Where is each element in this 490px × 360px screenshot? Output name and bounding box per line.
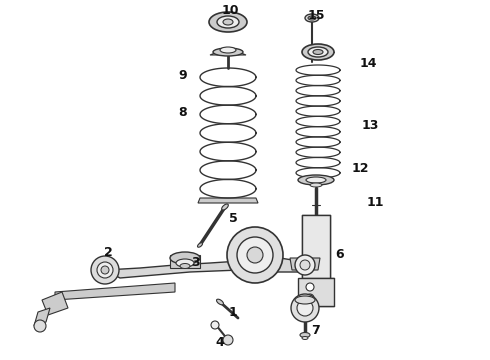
Ellipse shape [310, 183, 322, 187]
Circle shape [34, 320, 46, 332]
Text: 6: 6 [336, 248, 344, 261]
Circle shape [295, 255, 315, 275]
Text: 10: 10 [221, 4, 239, 17]
Polygon shape [34, 308, 50, 326]
Text: 7: 7 [311, 324, 319, 337]
Text: 2: 2 [103, 246, 112, 258]
Ellipse shape [305, 14, 319, 22]
Text: 5: 5 [229, 212, 237, 225]
Circle shape [291, 294, 319, 322]
Polygon shape [198, 198, 258, 203]
Ellipse shape [217, 16, 239, 28]
Ellipse shape [313, 50, 323, 54]
Circle shape [223, 335, 233, 345]
Circle shape [101, 266, 109, 274]
Text: 4: 4 [216, 336, 224, 348]
Text: 1: 1 [229, 306, 237, 319]
Circle shape [237, 237, 273, 273]
Circle shape [306, 283, 314, 291]
Ellipse shape [298, 175, 334, 185]
Circle shape [97, 262, 113, 278]
Ellipse shape [220, 47, 236, 53]
Ellipse shape [221, 204, 228, 210]
Ellipse shape [300, 333, 310, 338]
Polygon shape [210, 50, 246, 55]
Ellipse shape [308, 16, 316, 20]
Ellipse shape [170, 252, 200, 264]
Text: 13: 13 [361, 118, 379, 131]
Ellipse shape [197, 243, 202, 247]
Ellipse shape [308, 47, 328, 57]
Circle shape [227, 227, 283, 283]
Ellipse shape [223, 19, 233, 25]
Circle shape [297, 300, 313, 316]
Text: 11: 11 [366, 195, 384, 208]
Circle shape [211, 321, 219, 329]
Polygon shape [298, 278, 334, 306]
Polygon shape [302, 215, 330, 278]
Text: 14: 14 [359, 57, 377, 69]
Ellipse shape [302, 337, 308, 339]
Ellipse shape [180, 264, 190, 269]
Polygon shape [290, 258, 320, 270]
Text: 8: 8 [179, 105, 187, 118]
Ellipse shape [295, 296, 315, 304]
Circle shape [300, 260, 310, 270]
Polygon shape [105, 258, 305, 278]
Polygon shape [170, 255, 200, 268]
Text: 3: 3 [191, 256, 199, 270]
Circle shape [306, 294, 314, 302]
Polygon shape [42, 292, 68, 315]
Polygon shape [55, 283, 175, 300]
Ellipse shape [302, 44, 334, 60]
Ellipse shape [209, 12, 247, 32]
Ellipse shape [213, 48, 243, 56]
Text: 9: 9 [179, 68, 187, 81]
Ellipse shape [176, 259, 194, 267]
Ellipse shape [217, 299, 223, 305]
Ellipse shape [306, 177, 326, 183]
Circle shape [91, 256, 119, 284]
Circle shape [247, 247, 263, 263]
Text: 12: 12 [351, 162, 369, 175]
Text: 15: 15 [307, 9, 325, 22]
